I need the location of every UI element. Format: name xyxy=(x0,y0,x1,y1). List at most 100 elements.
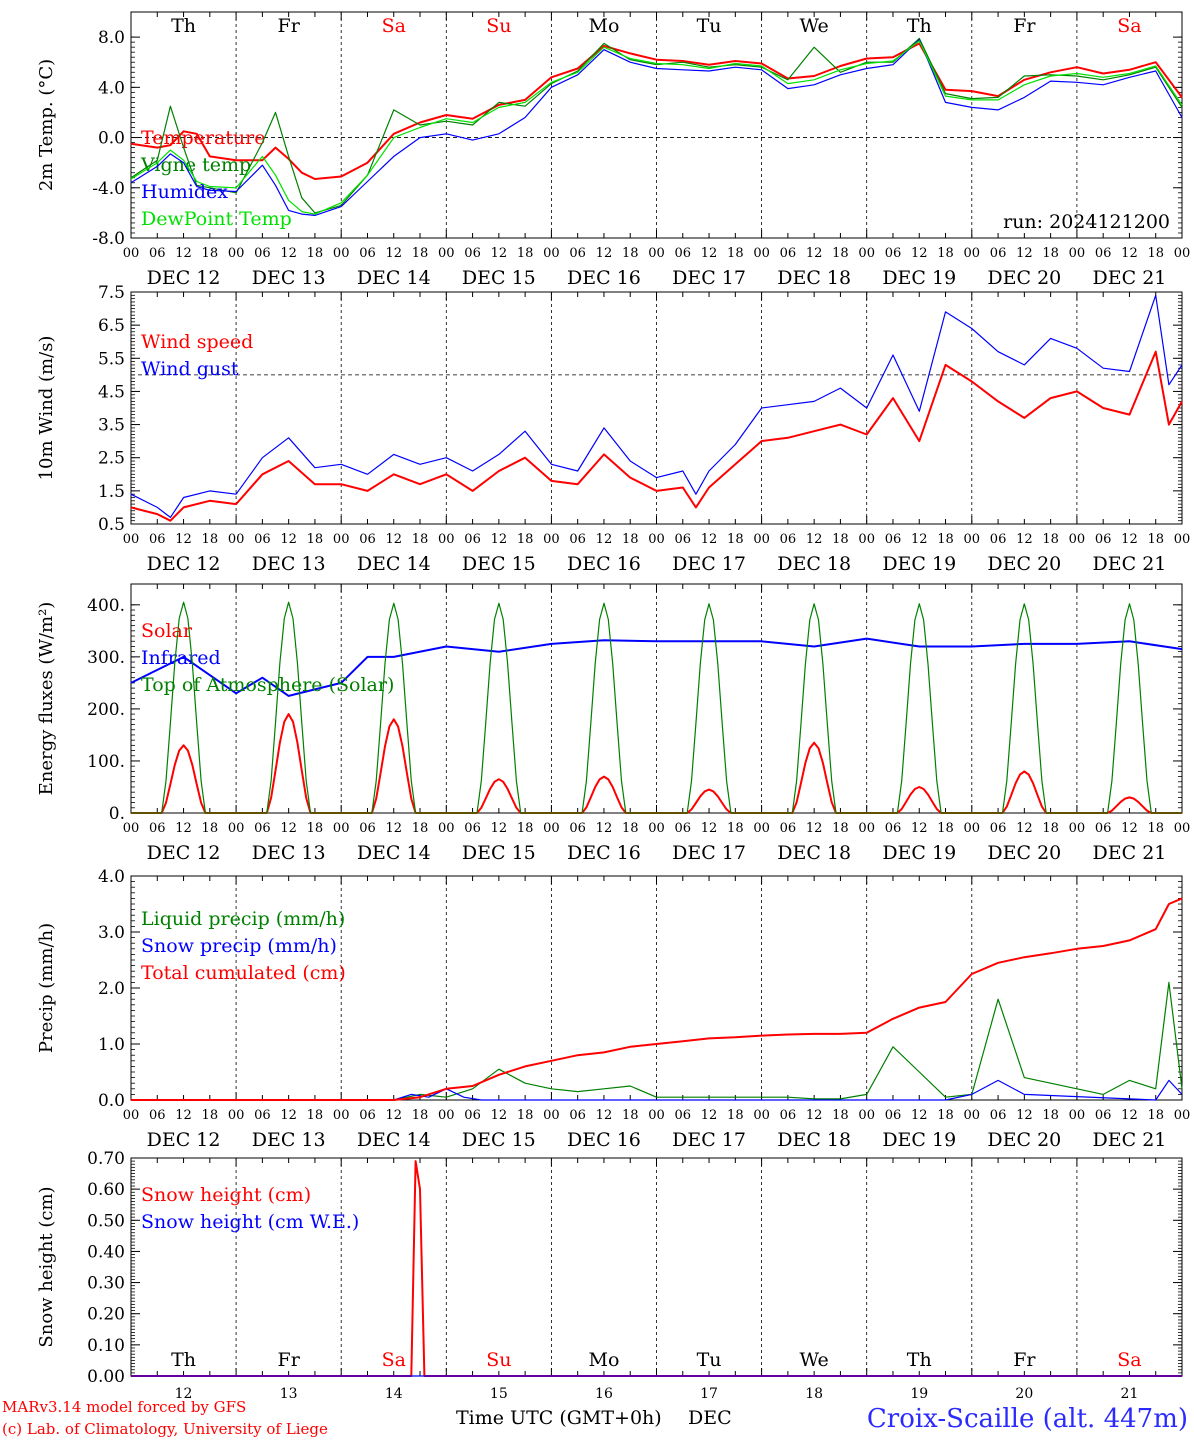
day-number: 15 xyxy=(490,1386,508,1402)
day-name: Sa xyxy=(382,1349,406,1371)
hour-tick-label: 06 xyxy=(359,1108,376,1123)
hour-tick-label: 00 xyxy=(1069,821,1086,836)
day-name: Tu xyxy=(697,15,722,37)
hour-tick-label: 06 xyxy=(464,1108,481,1123)
day-name: Tu xyxy=(697,1349,722,1371)
hour-tick-label: 06 xyxy=(675,821,692,836)
hour-tick-label: 18 xyxy=(937,821,954,836)
date-label: DEC 17 xyxy=(672,267,746,289)
day-name: Mo xyxy=(588,1349,619,1371)
hour-tick-label: 00 xyxy=(1069,1108,1086,1123)
hour-tick-label: 00 xyxy=(1069,532,1086,547)
hour-tick-label: 18 xyxy=(622,821,639,836)
date-label: DEC 12 xyxy=(147,1129,221,1151)
y-tick-label: 0.50 xyxy=(87,1211,125,1231)
y-tick-label: 0.0 xyxy=(98,1091,125,1111)
date-label: DEC 19 xyxy=(882,267,956,289)
hour-tick-label: 18 xyxy=(307,532,324,547)
legend-entry: Total cumulated (cm) xyxy=(141,962,346,984)
y-tick-label: 0.5 xyxy=(98,515,125,535)
hour-tick-label: 06 xyxy=(149,246,166,261)
date-label: DEC 14 xyxy=(357,267,431,289)
hour-tick-label: 18 xyxy=(727,246,744,261)
hour-tick-label: 00 xyxy=(123,532,140,547)
hour-tick-label: 18 xyxy=(1042,1108,1059,1123)
hour-tick-label: 12 xyxy=(385,821,402,836)
hour-tick-label: 12 xyxy=(175,246,192,261)
legend-entry: Top of Atmosphere (Solar) xyxy=(141,674,394,696)
hour-tick-label: 18 xyxy=(832,1108,849,1123)
date-label: DEC 21 xyxy=(1093,267,1167,289)
y-tick-label: 0.40 xyxy=(87,1242,125,1262)
hour-tick-label: 12 xyxy=(596,532,613,547)
hour-tick-label: 18 xyxy=(1147,246,1164,261)
hour-tick-label: 00 xyxy=(333,246,350,261)
hour-tick-label: 00 xyxy=(438,532,455,547)
hour-tick-label: 00 xyxy=(753,246,770,261)
y-tick-label: 2.0 xyxy=(98,979,125,999)
hour-tick-label: 12 xyxy=(1016,1108,1033,1123)
date-label: DEC 17 xyxy=(672,553,746,575)
hour-tick-label: 00 xyxy=(333,532,350,547)
date-label: DEC 13 xyxy=(252,553,326,575)
y-tick-label: 0.00 xyxy=(87,1367,125,1387)
hour-tick-label: 00 xyxy=(964,246,981,261)
day-name: Sa xyxy=(1117,15,1141,37)
y-tick-label: 300. xyxy=(87,648,125,668)
hour-tick-label: 12 xyxy=(806,532,823,547)
hour-tick-label: 06 xyxy=(149,1108,166,1123)
hour-tick-label: 12 xyxy=(596,246,613,261)
hour-tick-label: 00 xyxy=(438,246,455,261)
y-axis-label: Precip (mm/h) xyxy=(36,923,57,1053)
model-credit: MARv3.14 model forced by GFS xyxy=(2,1398,246,1416)
panel-wind: 7.5 6.5 5.5 4.5 3.5 2.5 1.5 0.5 10m Wind (m/s) Wi… xyxy=(36,283,1190,575)
day-name: Su xyxy=(486,15,511,37)
day-number: 12 xyxy=(175,1386,193,1402)
hour-tick-label: 06 xyxy=(254,1108,271,1123)
hour-tick-label: 12 xyxy=(280,532,297,547)
hour-tick-label: 06 xyxy=(464,246,481,261)
date-label: DEC 13 xyxy=(252,842,326,864)
series-energy-1 xyxy=(130,637,1183,697)
hour-tick-label: 18 xyxy=(727,1108,744,1123)
y-tick-label: 0.0 xyxy=(98,129,125,149)
date-label: DEC 18 xyxy=(777,553,851,575)
hour-tick-label: 06 xyxy=(569,246,586,261)
day-number: 14 xyxy=(385,1386,403,1402)
hour-tick-label: 18 xyxy=(832,246,849,261)
series-temp-0 xyxy=(130,42,1183,180)
hour-tick-label: 06 xyxy=(990,532,1007,547)
y-tick-label: 400. xyxy=(87,596,125,616)
hour-tick-label: 12 xyxy=(385,532,402,547)
hour-tick-label: 18 xyxy=(1147,532,1164,547)
date-label: DEC 16 xyxy=(567,842,641,864)
y-axis-label: Snow height (cm) xyxy=(36,1186,57,1347)
month-label: DEC xyxy=(688,1407,732,1429)
hour-tick-label: 12 xyxy=(806,1108,823,1123)
hour-tick-label: 06 xyxy=(569,1108,586,1123)
date-label: DEC 16 xyxy=(567,553,641,575)
day-name: Fr xyxy=(278,1349,301,1371)
date-label: DEC 20 xyxy=(987,1129,1061,1151)
hour-tick-label: 06 xyxy=(1095,246,1112,261)
hour-tick-label: 12 xyxy=(1016,821,1033,836)
hour-tick-label: 18 xyxy=(202,1108,219,1123)
legend-entry: Wind speed xyxy=(141,331,253,353)
date-label: DEC 14 xyxy=(357,553,431,575)
hour-tick-label: 12 xyxy=(491,532,508,547)
hour-tick-label: 18 xyxy=(1042,532,1059,547)
hour-tick-label: 12 xyxy=(911,246,928,261)
y-tick-label: 0.60 xyxy=(87,1180,125,1200)
hour-tick-label: 06 xyxy=(990,1108,1007,1123)
day-name: Mo xyxy=(588,15,619,37)
date-label: DEC 12 xyxy=(147,842,221,864)
hour-tick-label: 00 xyxy=(964,1108,981,1123)
hour-tick-label: 06 xyxy=(464,821,481,836)
day-name: Th xyxy=(171,1349,196,1371)
hour-tick-label: 18 xyxy=(517,532,534,547)
date-label: DEC 15 xyxy=(462,267,536,289)
date-label: DEC 21 xyxy=(1093,842,1167,864)
y-tick-label: 100. xyxy=(87,752,125,772)
hour-tick-label: 18 xyxy=(1042,821,1059,836)
hour-tick-label: 12 xyxy=(911,1108,928,1123)
